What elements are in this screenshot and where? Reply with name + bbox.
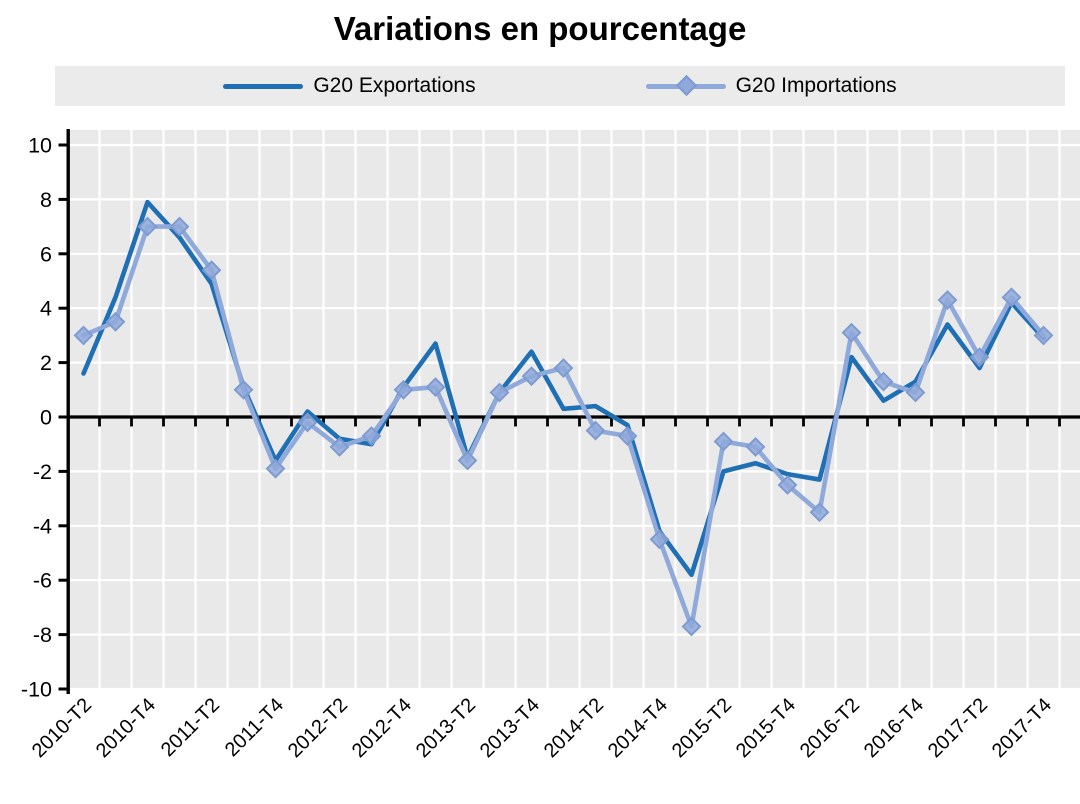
data-point-marker	[969, 347, 990, 368]
x-tick-label: 2012-T2	[284, 694, 352, 762]
data-point-marker	[1001, 287, 1022, 308]
x-tick-label: 2017-T2	[924, 694, 992, 762]
data-point-marker	[425, 377, 446, 397]
data-point-marker	[1033, 325, 1054, 346]
data-point-marker	[649, 529, 670, 550]
data-point-marker	[457, 450, 478, 471]
data-point-marker	[905, 382, 926, 403]
data-point-marker	[489, 382, 510, 403]
y-tick-label: -4	[33, 514, 52, 538]
data-point-marker	[681, 616, 702, 637]
x-tick-label: 2010-T4	[92, 694, 160, 762]
y-tick-label: 4	[40, 297, 52, 321]
y-tick-label: -6	[33, 569, 52, 593]
data-point-marker	[169, 216, 190, 237]
y-tick-label: 10	[28, 134, 52, 158]
gridlines	[69, 130, 1080, 691]
y-tick-label: 2	[40, 351, 52, 375]
x-tick-label: 2013-T2	[412, 694, 480, 762]
legend-item-importations: G20 Importations	[645, 74, 897, 98]
data-point-marker	[553, 358, 574, 378]
exportations-line-swatch	[223, 83, 304, 89]
data-point-marker	[745, 437, 766, 457]
y-tick-label: -10	[21, 678, 52, 702]
y-tick-label: -8	[33, 623, 52, 647]
data-point-marker	[265, 458, 286, 479]
y-tick-label: 6	[40, 242, 52, 266]
x-tick-label: 2011-T2	[157, 694, 224, 761]
x-tick-label: 2014-T2	[540, 694, 608, 762]
data-point-marker	[937, 290, 958, 310]
x-tick-label: 2012-T4	[348, 694, 416, 762]
data-point-marker	[777, 475, 798, 495]
data-point-marker	[713, 431, 734, 452]
x-tick-label: 2016-T4	[860, 694, 928, 762]
x-tick-label: 2015-T4	[732, 694, 800, 762]
data-point-marker	[841, 322, 862, 343]
data-point-marker	[233, 379, 254, 400]
data-point-marker	[297, 412, 318, 433]
data-point-marker	[329, 437, 350, 457]
data-point-marker	[137, 216, 158, 237]
data-point-marker	[73, 325, 94, 346]
x-tick-label: 2010-T2	[28, 694, 96, 762]
y-tick-label: -2	[33, 460, 52, 484]
x-tick-label: 2011-T4	[221, 694, 288, 761]
data-point-marker	[521, 366, 542, 387]
data-point-marker	[361, 426, 382, 446]
x-tick-label: 2017-T4	[988, 694, 1056, 762]
series-importations	[73, 216, 1054, 637]
data-point-marker	[393, 379, 414, 400]
x-tick-label: 2016-T2	[796, 694, 864, 762]
data-point-marker	[809, 502, 830, 523]
data-point-marker	[105, 311, 126, 332]
axes	[58, 129, 1080, 694]
legend-label-exportations: G20 Exportations	[313, 74, 476, 97]
data-point-marker	[201, 260, 222, 281]
y-axis-labels: 10 8 6 4 2 0 -2 -4 -6 -8 -10	[21, 134, 52, 702]
legend-item-exportations: G20 Exportations	[223, 74, 476, 98]
x-tick-label: 2015-T2	[668, 694, 736, 762]
x-axis-labels: 2010-T22010-T42011-T22011-T42012-T22012-…	[28, 694, 1056, 762]
importations-line-swatch	[645, 74, 726, 97]
y-tick-label: 0	[40, 406, 52, 430]
data-point-marker	[585, 420, 606, 441]
legend-label-importations: G20 Importations	[735, 74, 897, 97]
x-tick-label: 2013-T4	[476, 694, 544, 762]
y-tick-label: 8	[40, 188, 52, 212]
data-point-marker	[873, 371, 894, 392]
chart-title: Variations en pourcentage	[333, 10, 747, 47]
data-point-marker	[617, 426, 638, 446]
legend: G20 Exportations G20 Importations	[55, 66, 1065, 106]
x-tick-label: 2014-T4	[604, 694, 672, 762]
